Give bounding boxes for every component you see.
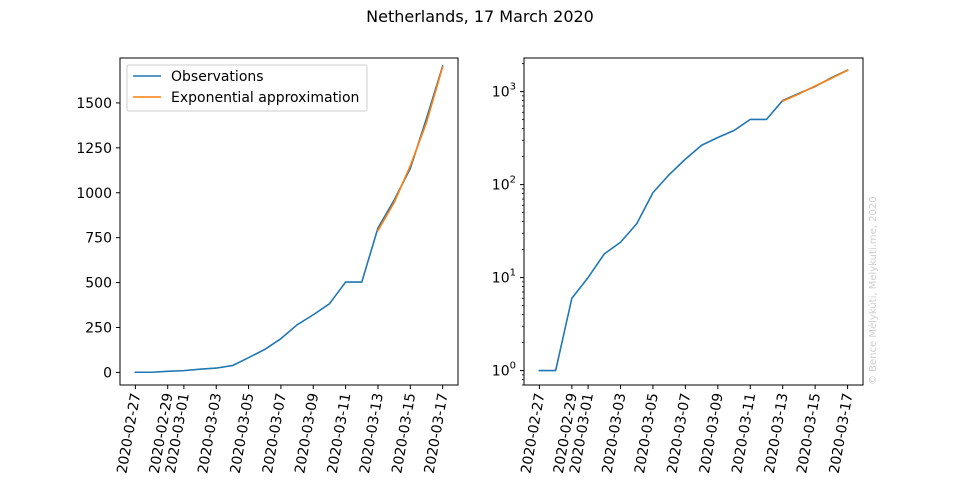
x-tick-label: 2020-03-07 [260,392,290,475]
y-tick-label: 500 [85,276,112,292]
y-tick-exponent: 1 [510,268,516,279]
log-plot-area [523,57,864,386]
y-tick-label: 750 [85,231,112,247]
y-tick-label: 250 [85,321,112,337]
y-tick-label: 100 [492,361,516,380]
x-tick-label: 2020-03-11 [325,392,355,475]
chart-legend: Observations Exponential approximation [126,64,368,112]
linear-series-lines [134,65,444,374]
y-tick-label: 101 [492,268,516,287]
series-line-observations [134,65,444,374]
series-line-exponential-approximation [781,69,849,103]
series-line-exponential-approximation [376,65,444,232]
x-tick-label: 2020-03-09 [292,392,322,475]
legend-label-observations: Observations [171,69,264,85]
legend-box [126,64,368,112]
y-tick-exponent: 3 [510,82,516,93]
y-tick-base: 10 [492,364,510,380]
x-tick-label: 2020-03-07 [664,392,694,475]
y-tick-label: 0 [103,365,112,381]
x-tick-label: 2020-03-15 [389,392,419,475]
y-tick-label: 103 [492,82,516,101]
y-tick-base: 10 [492,271,510,287]
x-tick-label: 2020-03-05 [228,392,258,475]
x-tick-label: 2020-03-13 [762,392,792,475]
copyright-watermark: © Bence Mélykúti, Melykuti.me, 2020 [867,196,879,385]
y-tick-exponent: 0 [510,361,516,372]
x-tick-label: 2020-03-17 [422,392,452,475]
x-tick-label: 2020-03-09 [697,392,727,475]
y-tick-label: 102 [492,175,516,194]
x-tick-label: 2020-03-15 [794,392,824,475]
series-line-observations [538,69,849,372]
x-tick-label: 2020-03-03 [195,392,225,475]
y-tick-base: 10 [492,178,510,194]
linear-plot-area [119,57,459,386]
x-tick-label: 2020-02-27 [114,392,144,475]
x-tick-label: 2020-03-05 [632,392,662,475]
y-tick-label: 1000 [76,186,112,202]
log-series-lines [538,69,849,372]
x-tick-label: 2020-02-27 [518,392,548,475]
y-tick-base: 10 [492,85,510,101]
x-tick-label: 2020-03-13 [357,392,387,475]
y-tick-exponent: 2 [510,175,516,186]
figure-title: Netherlands, 17 March 2020 [366,7,594,26]
y-tick-label: 1500 [76,96,112,112]
y-tick-label: 1250 [76,141,112,157]
x-tick-label: 2020-03-11 [729,392,759,475]
x-tick-label: 2020-03-17 [827,392,857,475]
legend-label-exponential-approximation: Exponential approximation [171,90,359,106]
x-tick-label: 2020-03-03 [600,392,630,475]
